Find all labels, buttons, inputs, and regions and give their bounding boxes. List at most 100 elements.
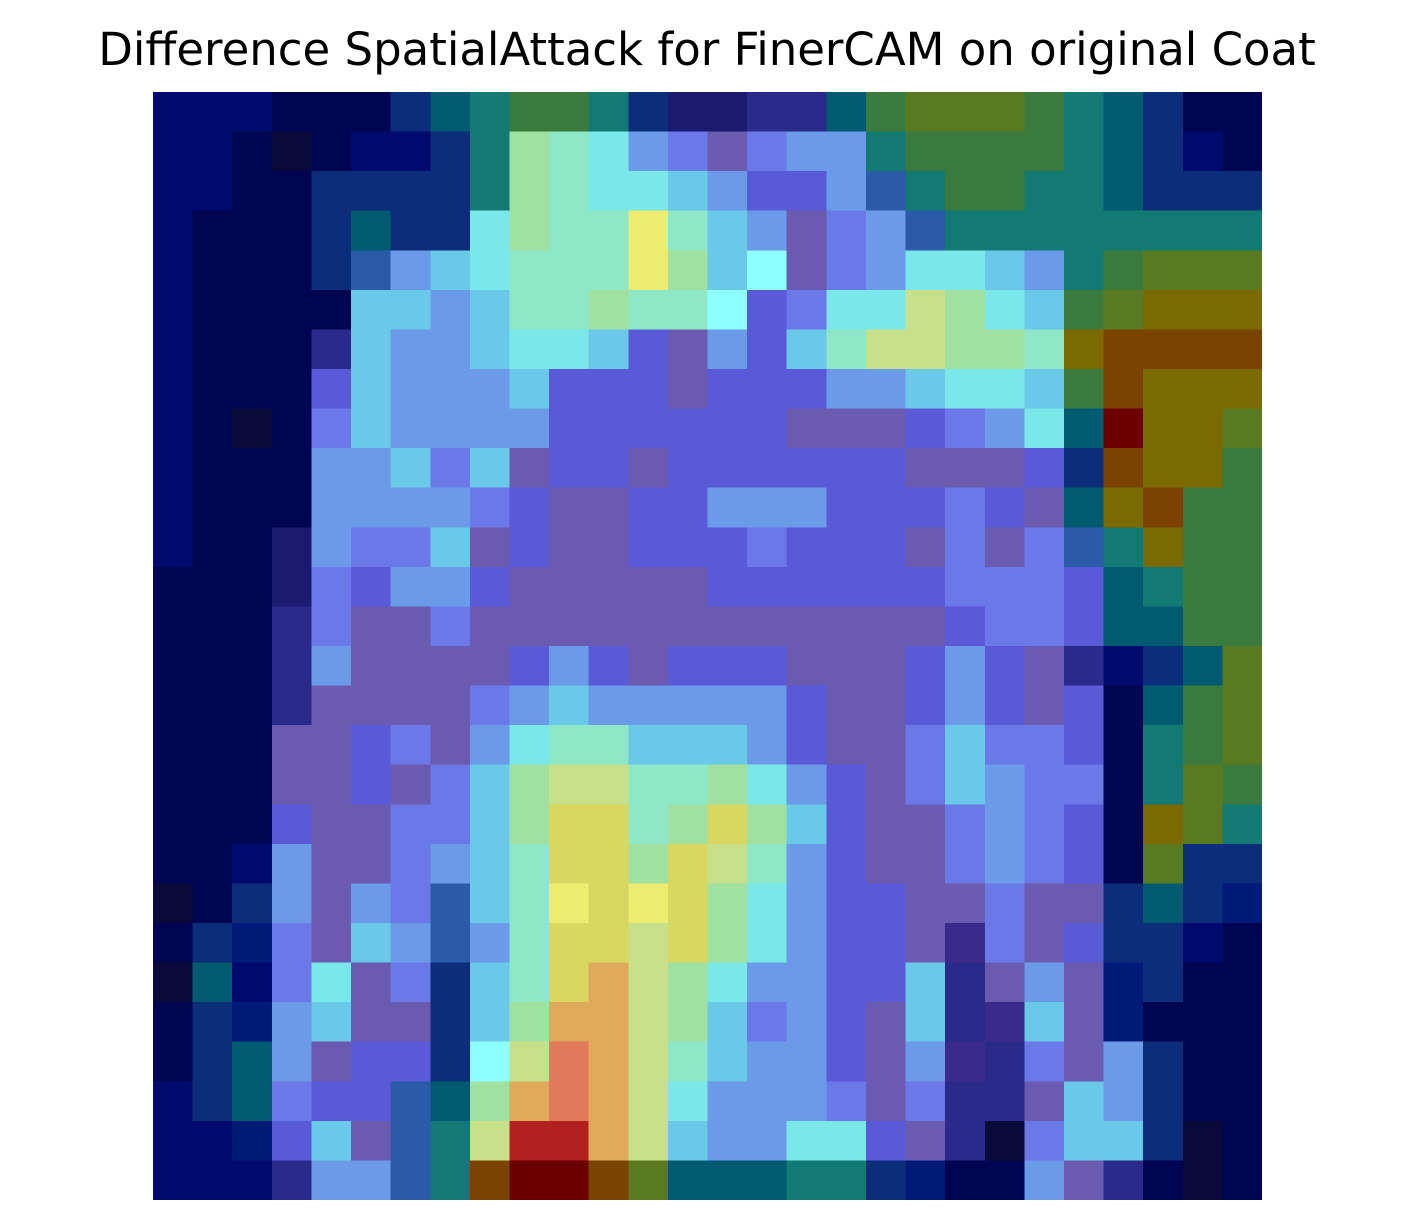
- heatmap-cell: [747, 448, 788, 489]
- heatmap-cell: [1143, 1081, 1184, 1122]
- heatmap-cell: [628, 171, 669, 212]
- heatmap-cell: [390, 646, 431, 687]
- attention-heatmap-image: [153, 92, 1262, 1200]
- heatmap-cell: [984, 1081, 1025, 1122]
- heatmap-cell: [153, 1041, 194, 1082]
- heatmap-cell: [351, 1160, 392, 1200]
- heatmap-cell: [707, 329, 748, 370]
- heatmap-cell: [153, 764, 194, 805]
- heatmap-cell: [509, 962, 550, 1003]
- heatmap-cell: [390, 883, 431, 924]
- heatmap-cell: [1063, 804, 1105, 845]
- heatmap-cell: [826, 566, 867, 608]
- heatmap-cell: [232, 329, 273, 370]
- heatmap-cell: [1063, 448, 1105, 489]
- heatmap-cell: [390, 606, 431, 647]
- heatmap-cell: [232, 1081, 273, 1122]
- heatmap-cell: [588, 448, 629, 489]
- heatmap-cell: [826, 1160, 867, 1200]
- heatmap-cell: [311, 131, 352, 172]
- heatmap-cell: [747, 1002, 788, 1043]
- heatmap-cell: [390, 448, 431, 489]
- heatmap-cell: [1182, 725, 1223, 766]
- heatmap-cell: [153, 685, 194, 726]
- heatmap-cell: [667, 289, 709, 331]
- heatmap-cell: [786, 92, 827, 133]
- heatmap-cell: [865, 606, 907, 647]
- heatmap-cell: [905, 725, 946, 766]
- heatmap-cell: [271, 448, 313, 489]
- heatmap-cell: [1024, 289, 1065, 331]
- heatmap-cell: [1103, 171, 1144, 212]
- heatmap-cell: [1063, 329, 1105, 370]
- heatmap-cell: [390, 527, 431, 568]
- heatmap-cell: [549, 566, 590, 608]
- heatmap-cell: [945, 646, 986, 687]
- heatmap-cell: [153, 804, 194, 845]
- heatmap-cell: [588, 962, 629, 1003]
- heatmap-cell: [786, 329, 827, 370]
- heatmap-cell: [1063, 527, 1105, 568]
- heatmap-cell: [390, 408, 431, 449]
- heatmap-cell: [667, 1120, 709, 1162]
- heatmap-cell: [588, 804, 629, 845]
- heatmap-cell: [232, 1120, 273, 1162]
- heatmap-cell: [826, 1002, 867, 1043]
- heatmap-cell: [469, 646, 511, 687]
- heatmap-cell: [430, 527, 471, 568]
- heatmap-cell: [509, 646, 550, 687]
- heatmap-cell: [786, 804, 827, 845]
- heatmap-cell: [232, 1160, 273, 1200]
- heatmap-cell: [153, 883, 194, 924]
- heatmap-cell: [628, 883, 669, 924]
- heatmap-cell: [469, 250, 511, 291]
- heatmap-cell: [153, 1002, 194, 1043]
- heatmap-cell: [786, 1160, 827, 1200]
- heatmap-cell: [984, 725, 1025, 766]
- heatmap-cell: [390, 171, 431, 212]
- heatmap-cell: [232, 764, 273, 805]
- heatmap-cell: [786, 843, 827, 885]
- heatmap-cell: [469, 131, 511, 172]
- heatmap-cell: [549, 1081, 590, 1122]
- heatmap-cell: [786, 606, 827, 647]
- heatmap-cell: [1222, 764, 1262, 805]
- heatmap-cell: [1222, 329, 1262, 370]
- heatmap-cell: [1143, 1041, 1184, 1082]
- heatmap-cell: [707, 725, 748, 766]
- heatmap-cell: [469, 487, 511, 528]
- heatmap-cell: [351, 210, 392, 251]
- heatmap-cell: [628, 685, 669, 726]
- heatmap-cell: [1143, 962, 1184, 1003]
- heatmap-cell: [905, 923, 946, 964]
- heatmap-cell: [826, 1120, 867, 1162]
- heatmap-canvas: [153, 92, 1262, 1200]
- heatmap-cell: [945, 1041, 986, 1082]
- heatmap-cell: [1182, 171, 1223, 212]
- heatmap-cell: [271, 92, 313, 133]
- heatmap-cell: [153, 289, 194, 331]
- heatmap-cell: [430, 250, 471, 291]
- heatmap-cell: [509, 171, 550, 212]
- heatmap-cell: [588, 1081, 629, 1122]
- heatmap-cell: [826, 685, 867, 726]
- heatmap-cell: [747, 92, 788, 133]
- heatmap-cell: [232, 883, 273, 924]
- heatmap-cell: [865, 725, 907, 766]
- heatmap-cell: [1024, 685, 1065, 726]
- heatmap-cell: [549, 883, 590, 924]
- heatmap-cell: [509, 131, 550, 172]
- heatmap-cell: [1143, 92, 1184, 133]
- heatmap-cell: [549, 487, 590, 528]
- heatmap-cell: [1024, 1120, 1065, 1162]
- heatmap-cell: [826, 883, 867, 924]
- heatmap-cell: [945, 606, 986, 647]
- heatmap-cell: [351, 685, 392, 726]
- heatmap-cell: [351, 329, 392, 370]
- heatmap-cell: [192, 646, 233, 687]
- heatmap-cell: [1024, 646, 1065, 687]
- heatmap-cell: [1143, 566, 1184, 608]
- heatmap-cell: [1103, 606, 1144, 647]
- heatmap-cell: [865, 131, 907, 172]
- heatmap-cell: [390, 329, 431, 370]
